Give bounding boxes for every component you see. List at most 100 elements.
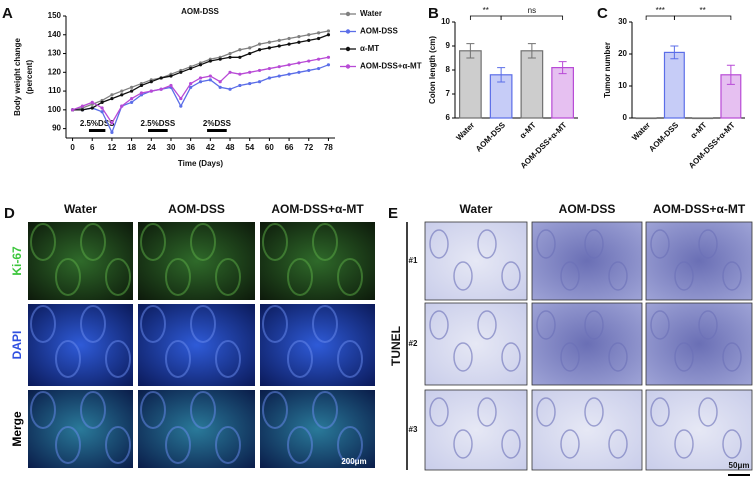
data-point <box>248 51 252 56</box>
micrograph <box>424 221 528 301</box>
bar <box>520 50 544 119</box>
y-tick-label: 30 <box>618 17 627 26</box>
data-point <box>179 96 183 101</box>
tissue-texture <box>215 426 241 464</box>
tissue-texture <box>105 258 131 296</box>
micrograph <box>28 222 133 300</box>
data-point <box>248 81 252 86</box>
micrograph <box>138 304 255 386</box>
data-point <box>307 59 311 63</box>
tissue-texture <box>650 229 670 259</box>
x-tick-label: 60 <box>265 143 274 152</box>
tissue-texture <box>80 391 106 429</box>
tissue-texture <box>215 258 241 296</box>
data-point <box>80 108 85 112</box>
tissue-texture <box>674 261 694 291</box>
data-point <box>208 74 212 78</box>
micrograph <box>645 389 753 471</box>
legend-label: α-MT <box>360 44 379 53</box>
data-point <box>100 106 104 110</box>
x-tick-label: 78 <box>324 143 333 152</box>
tissue-texture <box>536 310 556 340</box>
y-tick-label: 20 <box>618 49 627 58</box>
data-point <box>257 68 262 73</box>
y-tick-label: 90 <box>52 124 61 133</box>
micrograph <box>28 390 133 468</box>
tissue-texture <box>429 397 449 427</box>
data-point <box>267 76 271 80</box>
tissue-texture <box>429 310 449 340</box>
column-header: Water <box>64 202 97 216</box>
data-point <box>80 104 85 108</box>
tissue-texture <box>501 261 521 291</box>
tissue-texture <box>262 391 288 429</box>
data-point <box>218 85 222 89</box>
tissue-texture <box>337 340 363 378</box>
x-axis-label: Time (Days) <box>178 159 224 168</box>
data-point <box>130 96 134 101</box>
x-tick-label: 42 <box>206 143 215 152</box>
data-point <box>130 89 134 93</box>
error-bar <box>558 61 567 75</box>
x-tick-label: 48 <box>226 143 235 152</box>
data-point <box>326 55 331 59</box>
data-point <box>179 70 183 74</box>
x-tick-label: 36 <box>186 143 195 152</box>
treatment-bar <box>207 129 227 132</box>
data-point <box>326 29 331 33</box>
tissue-texture <box>698 229 718 259</box>
y-axis-label: Colon length (cm) <box>428 36 437 104</box>
data-point <box>149 89 153 93</box>
tissue-texture <box>312 223 338 261</box>
data-point <box>208 78 212 82</box>
significance-bracket <box>673 15 732 20</box>
tissue-texture <box>584 310 604 340</box>
bar <box>459 50 482 119</box>
data-point <box>228 70 232 74</box>
tissue-texture <box>560 342 580 372</box>
tissue-texture <box>453 261 473 291</box>
data-point <box>277 65 281 69</box>
tissue-texture <box>501 342 521 372</box>
row-label: #1 <box>409 256 418 265</box>
tissue-texture <box>560 429 580 459</box>
y-tick-label: 100 <box>48 105 62 114</box>
data-point <box>189 81 193 86</box>
column-header: AOM-DSS+α-MT <box>271 202 364 216</box>
tissue-texture <box>477 397 497 427</box>
tissue-texture <box>429 229 449 259</box>
tissue-texture <box>650 397 670 427</box>
bar <box>663 51 685 119</box>
tissue-texture <box>722 261 742 291</box>
tissue-texture <box>536 229 556 259</box>
scale-bar-label: 200μm <box>341 457 366 466</box>
y-tick-label: 0 <box>623 113 628 122</box>
x-tick-label: 72 <box>304 143 313 152</box>
micrograph <box>531 221 643 301</box>
data-point <box>100 110 104 114</box>
data-point <box>257 42 262 46</box>
tissue-texture <box>337 258 363 296</box>
tissue-texture <box>501 429 521 459</box>
tissue-texture <box>215 340 241 378</box>
data-point <box>228 87 232 91</box>
data-point <box>208 59 212 63</box>
data-point <box>110 130 114 134</box>
significance-label: *** <box>656 6 665 15</box>
panel-label: D <box>4 205 15 222</box>
tissue-texture <box>190 223 216 261</box>
data-point <box>297 40 301 44</box>
legend-label: AOM-DSS <box>360 27 398 36</box>
micrograph <box>260 304 375 386</box>
tissue-texture <box>105 340 131 378</box>
y-tick-label: 120 <box>48 67 62 76</box>
series-line <box>72 56 329 125</box>
annotation: 2%DSS <box>203 119 232 128</box>
row-label: #3 <box>409 425 418 434</box>
column-header: AOM-DSS <box>168 202 225 216</box>
y-tick-label: 140 <box>48 30 62 39</box>
micrograph <box>138 222 255 300</box>
tissue-texture <box>608 261 628 291</box>
y-tick-label: 130 <box>48 49 62 58</box>
